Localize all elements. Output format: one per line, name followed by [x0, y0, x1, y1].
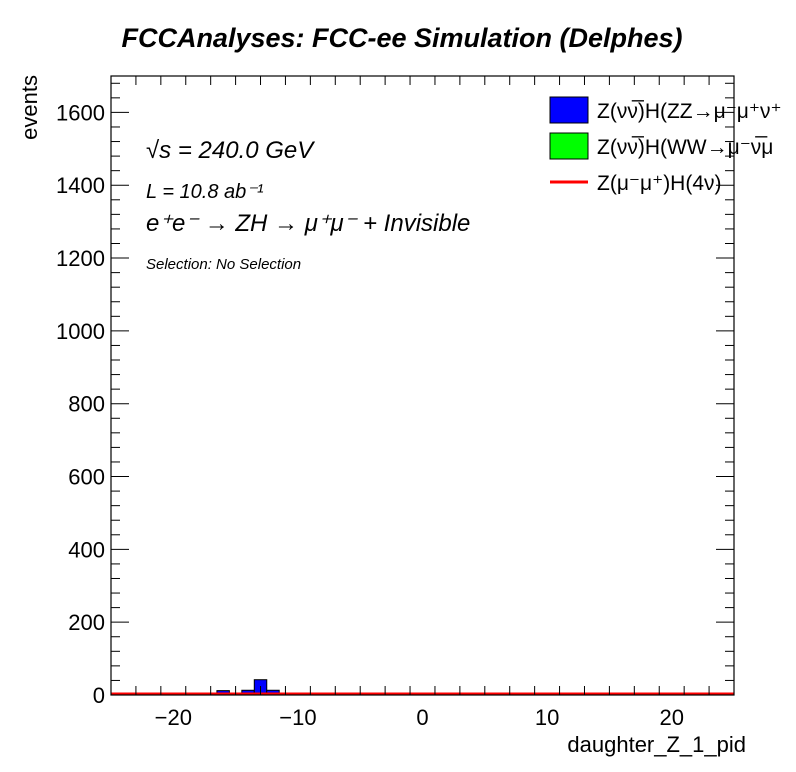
- y-axis-label: events: [17, 75, 42, 140]
- luminosity-text: L = 10.8 ab⁻¹: [146, 181, 264, 203]
- y-tick-label: 1400: [56, 173, 105, 198]
- y-axis-ticks: 0 200 400 600 800 1000 1200 1400 1600: [56, 82, 734, 708]
- selection-text: Selection: No Selection: [146, 256, 301, 273]
- x-tick-label: 20: [659, 705, 683, 730]
- x-tick-label: −20: [155, 705, 192, 730]
- chart-title: FCCAnalyses: FCC-ee Simulation (Delphes): [121, 23, 682, 53]
- legend-label-4nu: Z(μ⁻μ⁺)H(4ν): [597, 172, 722, 195]
- y-tick-label: 800: [68, 392, 105, 417]
- plot-border: [110, 75, 735, 696]
- legend-swatch-ww: [549, 132, 589, 160]
- process-text: e⁺e⁻ → ZH → μ⁺μ⁻ + Invisible: [146, 210, 470, 237]
- x-tick-label: −10: [279, 705, 316, 730]
- annotation-energy: √s = 240.0 GeV: [146, 137, 315, 164]
- y-tick-label: 400: [68, 537, 105, 562]
- y-tick-label: 600: [68, 465, 105, 490]
- plot-frame: [110, 75, 735, 696]
- legend-label-zz: Z(νν̅)H(ZZ→μ⁻μ⁺ν⁺: [597, 100, 782, 123]
- y-tick-label: 0: [93, 683, 105, 708]
- x-tick-label: 10: [535, 705, 559, 730]
- x-tick-label: 0: [416, 705, 428, 730]
- legend-swatch-zz: [549, 96, 589, 124]
- legend: Z(νν̅)H(ZZ→μ⁻μ⁺ν⁺ Z(νν̅)H(WW→μ⁻ν̅μ Z(μ⁻μ…: [549, 96, 782, 195]
- x-axis-ticks: −20 −10 0 10 20: [110, 76, 735, 730]
- y-tick-label: 1200: [56, 246, 105, 271]
- y-tick-label: 200: [68, 610, 105, 635]
- y-tick-label: 1600: [56, 100, 105, 125]
- legend-label-ww: Z(νν̅)H(WW→μ⁻ν̅μ: [597, 136, 773, 159]
- x-axis-label: daughter_Z_1_pid: [567, 732, 746, 757]
- y-tick-label: 1000: [56, 319, 105, 344]
- energy-text: √s = 240.0 GeV: [146, 137, 315, 164]
